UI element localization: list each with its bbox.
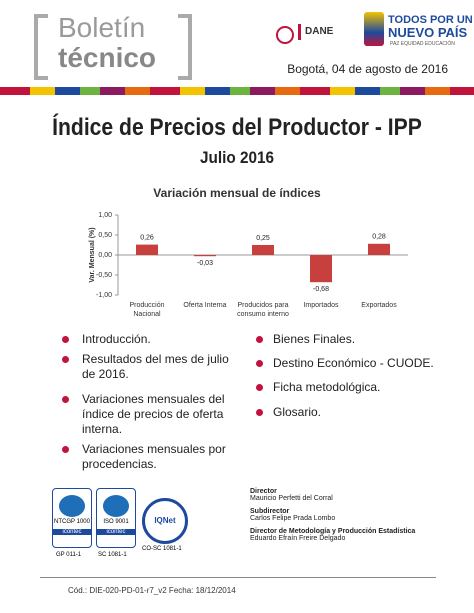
content-item: Bienes Finales.: [273, 332, 356, 346]
cert-code: CO-SC 1081-1: [142, 546, 182, 552]
header-title: Boletín: [58, 12, 146, 43]
bar: [252, 245, 274, 255]
bar: [194, 255, 216, 257]
cert-label: NTCGP 1000: [54, 519, 90, 525]
cert-logo: IQNet: [142, 498, 188, 544]
logo-mark: [364, 12, 384, 46]
content-item: Glosario.: [273, 405, 322, 419]
y-tick-label: -0,50: [96, 272, 112, 279]
bullet: [256, 336, 263, 343]
bar: [136, 244, 158, 255]
staff-role: Subdirector: [250, 508, 290, 515]
content-item: Resultados del mes de julio de 2016.: [82, 352, 229, 381]
staff-entry: Subdirector Carlos Felipe Prada Lombo: [250, 508, 415, 522]
bar: [310, 255, 332, 283]
x-tick-label: Producción Nacional: [129, 302, 165, 318]
bullet: [256, 360, 263, 367]
content-item: Variaciones mensuales por procedencias.: [82, 442, 226, 471]
staff-role: Director: [250, 488, 277, 495]
x-tick-label: Exportados: [361, 302, 397, 309]
value-label: 0,28: [372, 234, 386, 241]
header-title: técnico: [58, 42, 157, 73]
bullet: [62, 336, 69, 343]
cert-logo: NTCGP 1000 icontec: [52, 488, 92, 548]
bullet: [256, 384, 263, 391]
cert-code: GP 011-1: [56, 552, 82, 558]
header-date: Bogotá, 04 de agosto de 2016: [287, 62, 448, 76]
value-label: 0,25: [256, 235, 270, 242]
content-item: Ficha metodológica.: [273, 380, 381, 394]
x-tick-label: Importados: [303, 302, 339, 309]
cert-issuer: icontec: [53, 529, 91, 535]
y-axis-label: Var. Mensual (%): [89, 227, 96, 282]
y-tick-label: 0,00: [98, 252, 112, 259]
bullet: [62, 356, 69, 363]
x-tick-label: Producidos para consumo interno: [237, 302, 289, 318]
subtitle: Julio 2016: [200, 148, 274, 167]
content-item: Introducción.: [82, 332, 151, 346]
footer-code: Cód.: DIE-020-PD-01-r7_v2 Fecha: 18/12/2…: [68, 586, 236, 595]
logo-slogan: TODOS POR UN: [388, 14, 473, 26]
logo-slogan: NUEVO PAÍS: [388, 25, 468, 40]
staff-name: Eduardo Efraín Freire Delgado: [250, 535, 346, 542]
cert-label: ISO 9001: [103, 519, 129, 525]
y-tick-label: -1,00: [96, 292, 112, 299]
content-item: Destino Económico - CUODE.: [273, 356, 434, 370]
logo-dane: DANE: [298, 24, 355, 40]
staff-name: Mauricio Perfetti del Corral: [250, 495, 333, 502]
bullet: [62, 446, 69, 453]
bullet: [62, 396, 69, 403]
content-item: Variaciones mensuales del índice de prec…: [82, 392, 225, 436]
main-title: Índice de Precios del Productor - IPP: [52, 114, 422, 141]
value-label: -0,03: [197, 260, 213, 267]
color-stripe: [0, 87, 474, 95]
cert-issuer: icontec: [97, 529, 135, 535]
y-tick-label: 0,50: [98, 232, 112, 239]
staff-entry: Director de Metodología y Producción Est…: [250, 528, 415, 542]
staff-entry: Director Mauricio Perfetti del Corral: [250, 488, 415, 502]
chart: Variación mensual de índices Var. Mensua…: [89, 186, 408, 299]
chart-title: Variación mensual de índices: [153, 186, 321, 200]
bracket-right: [178, 14, 192, 80]
bar: [368, 243, 390, 255]
bracket-left: [34, 14, 48, 80]
logo-slogan: PAZ EQUIDAD EDUCACIÓN: [390, 41, 455, 47]
x-tick-label: Oferta Interna: [183, 302, 227, 309]
cert-code: SC 1081-1: [98, 552, 127, 558]
logo-shield: [276, 26, 294, 44]
footer-rule: [40, 577, 436, 578]
bullet: [256, 409, 263, 416]
value-label: 0,26: [140, 234, 154, 241]
staff-name: Carlos Felipe Prada Lombo: [250, 515, 336, 522]
staff-role: Director de Metodología y Producción Est…: [250, 528, 416, 535]
value-label: -0,68: [313, 286, 329, 293]
y-tick-label: 1,00: [98, 212, 112, 219]
staff: Director Mauricio Perfetti del Corral Subd…: [250, 488, 415, 548]
cert-logo: ISO 9001 icontec: [96, 488, 136, 548]
